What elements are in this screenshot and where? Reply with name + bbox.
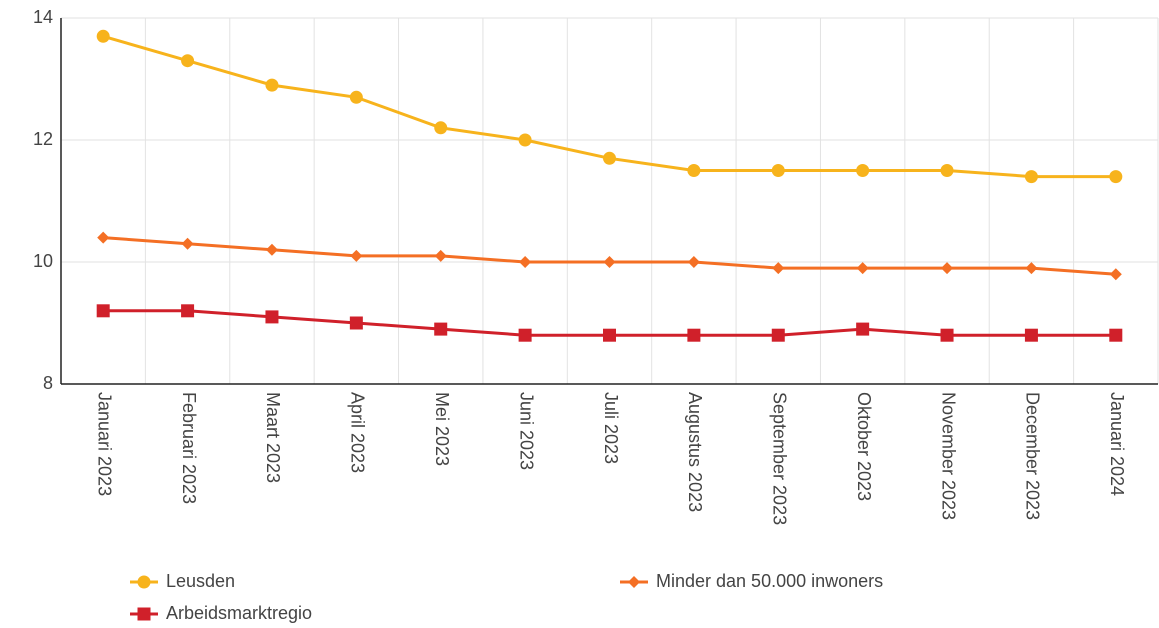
- marker: [96, 29, 110, 43]
- x-tick-label: November 2023: [938, 392, 958, 520]
- marker: [856, 262, 869, 275]
- x-tick-label: Februari 2023: [179, 392, 199, 504]
- marker: [1024, 170, 1038, 184]
- marker: [1024, 328, 1038, 342]
- marker: [265, 310, 279, 324]
- y-tick-label: 12: [33, 129, 53, 149]
- marker: [771, 328, 785, 342]
- x-tick-label: Januari 2024: [1107, 392, 1127, 496]
- x-tick-label: Augustus 2023: [685, 392, 705, 512]
- marker: [603, 328, 616, 342]
- marker: [349, 316, 363, 330]
- y-tick-label: 14: [33, 7, 53, 27]
- marker: [181, 54, 195, 68]
- y-tick-label: 10: [33, 251, 53, 271]
- marker: [856, 164, 870, 177]
- legend-label: Leusden: [166, 571, 235, 591]
- marker: [1025, 262, 1038, 275]
- marker: [434, 322, 448, 336]
- marker: [603, 256, 616, 268]
- marker: [856, 322, 870, 336]
- x-tick-label: Mei 2023: [432, 392, 452, 466]
- marker: [1109, 328, 1123, 342]
- marker: [940, 328, 954, 342]
- x-tick-label: Januari 2023: [94, 392, 114, 496]
- x-tick-label: Juni 2023: [516, 392, 536, 470]
- x-tick-label: December 2023: [1023, 392, 1043, 520]
- marker: [772, 262, 785, 275]
- x-tick-label: Maart 2023: [263, 392, 283, 483]
- marker: [519, 256, 532, 268]
- marker: [518, 133, 532, 147]
- marker: [96, 304, 110, 318]
- marker: [434, 121, 448, 135]
- marker: [97, 231, 110, 244]
- marker: [687, 256, 700, 268]
- marker: [434, 249, 447, 262]
- marker: [628, 576, 640, 588]
- x-tick-label: April 2023: [348, 392, 368, 473]
- marker: [518, 328, 532, 342]
- marker: [1109, 170, 1123, 184]
- marker: [603, 151, 616, 165]
- marker: [137, 607, 151, 621]
- marker: [137, 575, 151, 589]
- marker: [350, 249, 363, 262]
- x-tick-label: Oktober 2023: [854, 392, 874, 501]
- marker: [941, 262, 954, 275]
- marker: [1109, 268, 1122, 281]
- legend-label: Minder dan 50.000 inwoners: [656, 571, 883, 591]
- marker: [771, 164, 785, 177]
- legend-label: Arbeidsmarktregio: [166, 603, 312, 623]
- marker: [687, 328, 701, 342]
- y-tick-label: 8: [43, 373, 53, 393]
- marker: [181, 304, 195, 318]
- x-tick-label: Juli 2023: [601, 392, 621, 464]
- marker: [181, 237, 194, 250]
- marker: [687, 164, 701, 177]
- marker: [940, 164, 954, 177]
- marker: [265, 243, 278, 256]
- series-line: [103, 236, 1116, 276]
- x-tick-label: September 2023: [770, 392, 790, 525]
- marker: [265, 78, 279, 92]
- marker: [349, 90, 363, 104]
